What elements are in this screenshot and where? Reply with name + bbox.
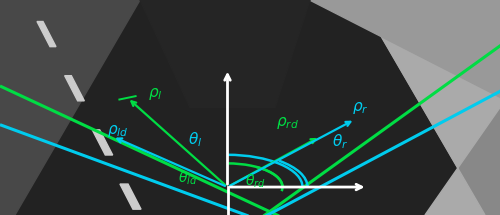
Text: $\rho_{ld}$: $\rho_{ld}$: [107, 123, 128, 139]
Polygon shape: [360, 0, 500, 215]
Polygon shape: [140, 0, 310, 108]
Polygon shape: [120, 184, 141, 209]
Polygon shape: [310, 0, 500, 97]
Text: $\rho_{rd}$: $\rho_{rd}$: [276, 115, 299, 131]
Text: $\theta_{ld}$: $\theta_{ld}$: [178, 170, 197, 187]
Text: $\rho_r$: $\rho_r$: [352, 100, 368, 115]
Polygon shape: [37, 22, 56, 47]
Text: $\theta_{rd}$: $\theta_{rd}$: [244, 173, 266, 190]
Polygon shape: [0, 0, 140, 215]
Polygon shape: [64, 76, 84, 101]
Polygon shape: [15, 0, 485, 215]
Text: $\theta_l$: $\theta_l$: [188, 131, 202, 149]
Polygon shape: [92, 130, 112, 155]
Text: $\rho_l$: $\rho_l$: [148, 86, 162, 101]
Polygon shape: [360, 0, 500, 215]
Text: $\theta_r$: $\theta_r$: [332, 133, 348, 151]
